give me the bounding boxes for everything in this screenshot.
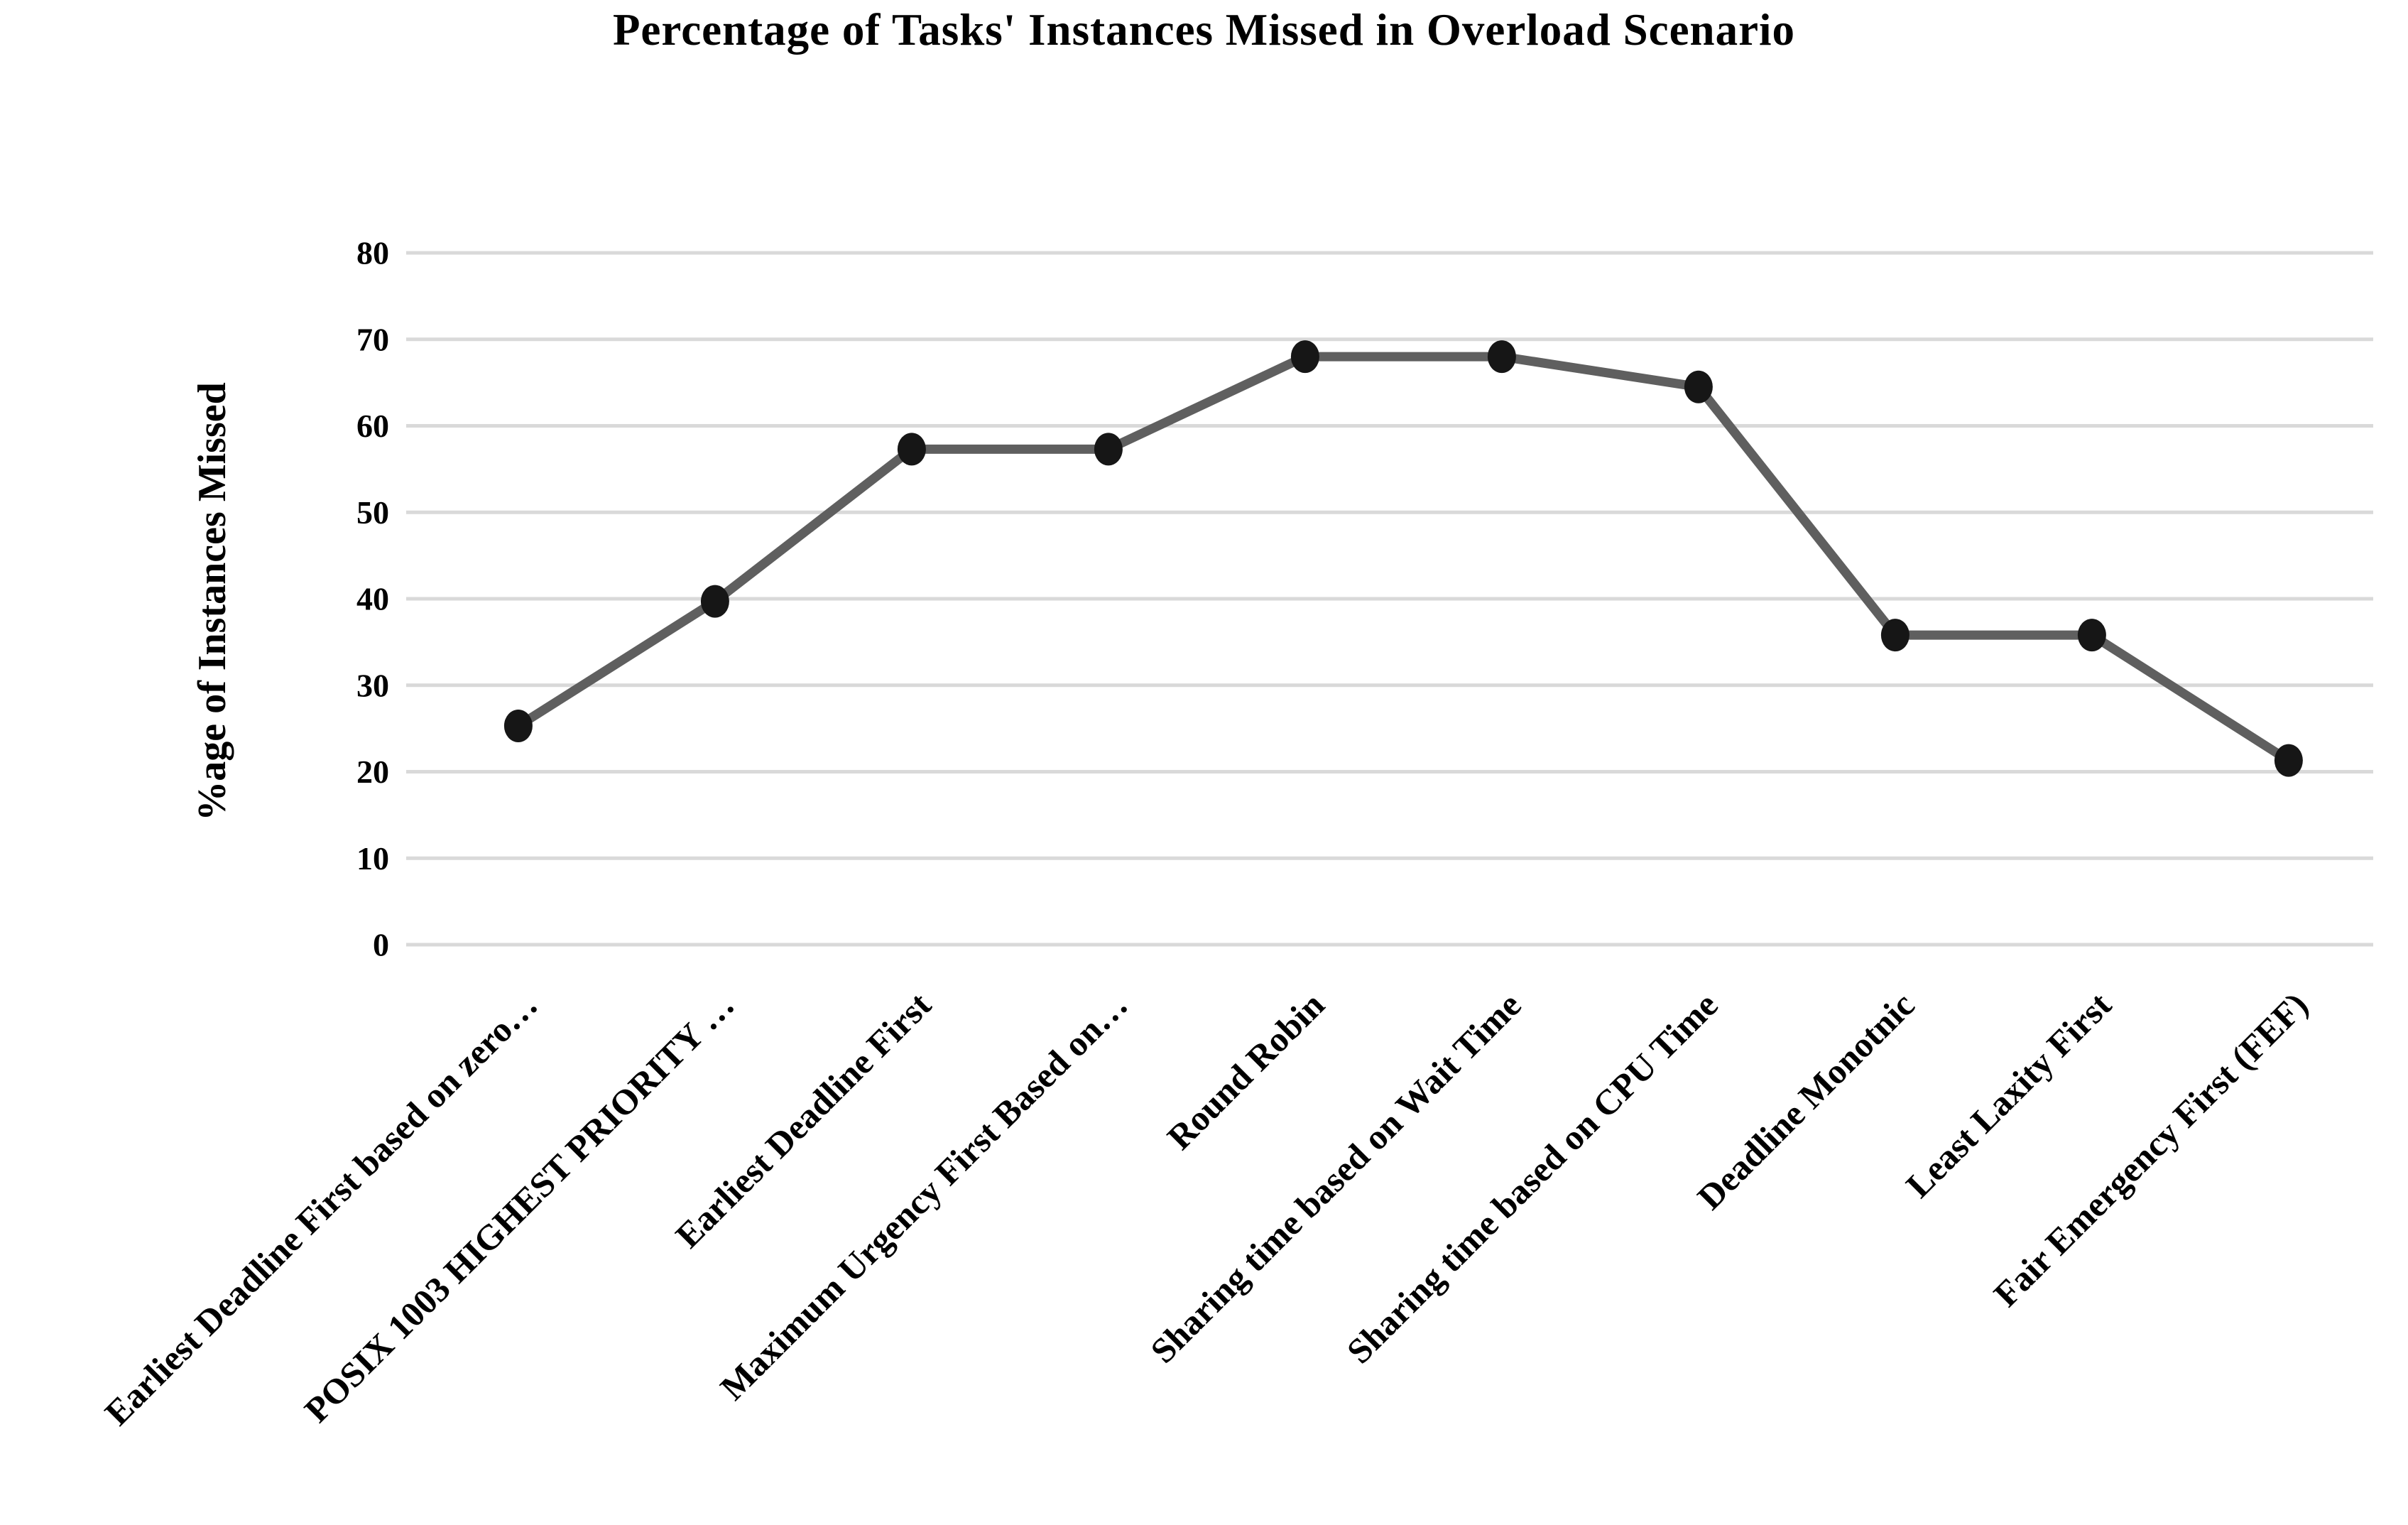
data-point-marker xyxy=(1094,433,1123,466)
y-tick-label: 20 xyxy=(356,754,389,790)
y-tick-label: 60 xyxy=(356,408,389,444)
x-category-label: Round Robin xyxy=(1160,984,1332,1157)
x-category-label: Least Laxity First xyxy=(1898,984,2119,1205)
data-point-marker xyxy=(2274,744,2303,777)
x-category-label: Sharing time based on CPU Time xyxy=(1339,984,1726,1371)
y-tick-label: 50 xyxy=(356,494,389,531)
y-tick-label: 70 xyxy=(356,321,389,357)
y-tick-label: 10 xyxy=(356,840,389,877)
x-category-label: Fair Emergency First (FEF) xyxy=(1986,984,2316,1314)
y-tick-label: 80 xyxy=(356,235,389,271)
x-category-label: POSIX 1003 HIGHEST PRIORITY … xyxy=(297,984,742,1430)
data-point-marker xyxy=(700,585,729,618)
data-point-marker xyxy=(503,709,533,742)
y-tick-label: 30 xyxy=(356,667,389,703)
data-point-marker xyxy=(2077,619,2106,652)
data-point-marker xyxy=(1684,370,1713,403)
chart-title: Percentage of Tasks' Instances Missed in… xyxy=(612,5,1796,55)
y-tick-label: 0 xyxy=(373,927,389,963)
x-category-label: Sharing time based on Wait Time xyxy=(1143,984,1528,1371)
data-point-marker xyxy=(1880,619,1909,652)
x-category-label: Deadline Monotnic xyxy=(1689,984,1922,1217)
data-point-marker xyxy=(897,433,926,466)
x-category-label: Earliest Deadline First based on zero… xyxy=(97,984,545,1433)
x-category-label: Maximum Urgency First Based on… xyxy=(712,984,1135,1407)
series-line xyxy=(513,352,2294,766)
y-tick-label: 40 xyxy=(356,581,389,617)
data-point-marker xyxy=(1487,340,1516,374)
data-point-marker xyxy=(1290,340,1319,374)
